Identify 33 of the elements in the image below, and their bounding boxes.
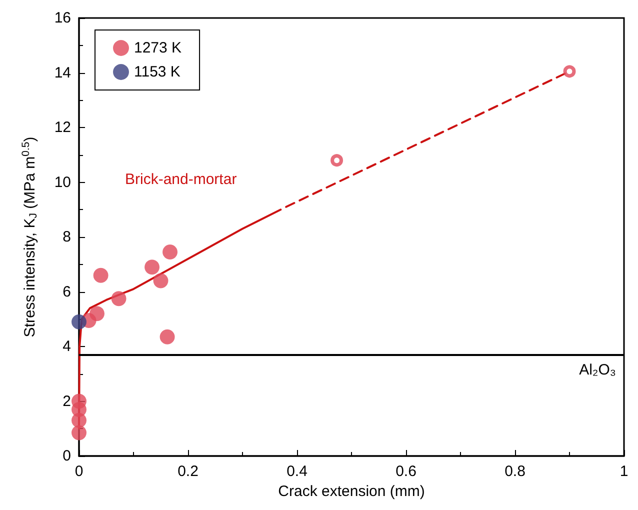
point bbox=[330, 154, 344, 167]
point bbox=[72, 314, 86, 330]
point bbox=[72, 425, 86, 440]
y-tick-label: 0 bbox=[62, 448, 71, 464]
point bbox=[90, 306, 104, 322]
y-tick-label: 12 bbox=[54, 119, 71, 136]
point bbox=[111, 291, 126, 306]
y-tick-label: 14 bbox=[54, 64, 71, 82]
legend-label: 1273 K bbox=[134, 40, 182, 56]
annotation: Brick-and-mortar bbox=[125, 171, 237, 188]
x-axis-title: Crack extension (mm) bbox=[278, 483, 425, 500]
point bbox=[153, 273, 168, 288]
y-tick-label: 10 bbox=[54, 174, 71, 191]
x-tick-label: 0 bbox=[74, 463, 84, 480]
point bbox=[563, 65, 576, 78]
y-tick-label: 16 bbox=[54, 10, 71, 26]
x-tick-label: 0.2 bbox=[178, 463, 198, 480]
legend-label: 1153 K bbox=[134, 64, 180, 80]
x-tick-label: 0.4 bbox=[286, 463, 308, 480]
x-tick-label: 0.6 bbox=[396, 463, 416, 480]
point bbox=[160, 329, 175, 344]
y-tick-label: 2 bbox=[62, 392, 71, 410]
y-tick-label: 4 bbox=[62, 338, 71, 355]
ref-line-label: Al₂O₃ bbox=[579, 362, 616, 379]
y-tick-label: 8 bbox=[62, 228, 71, 246]
x-tick-label: 1 bbox=[620, 463, 628, 480]
point bbox=[162, 244, 178, 260]
point bbox=[93, 268, 108, 283]
x-tick-label: 0.8 bbox=[504, 463, 526, 480]
y-axis-title: Stress intensity, KJ (MPa m0.5) bbox=[20, 136, 40, 338]
point bbox=[72, 394, 86, 409]
y-tick-label: 6 bbox=[62, 283, 71, 300]
point bbox=[144, 260, 160, 275]
